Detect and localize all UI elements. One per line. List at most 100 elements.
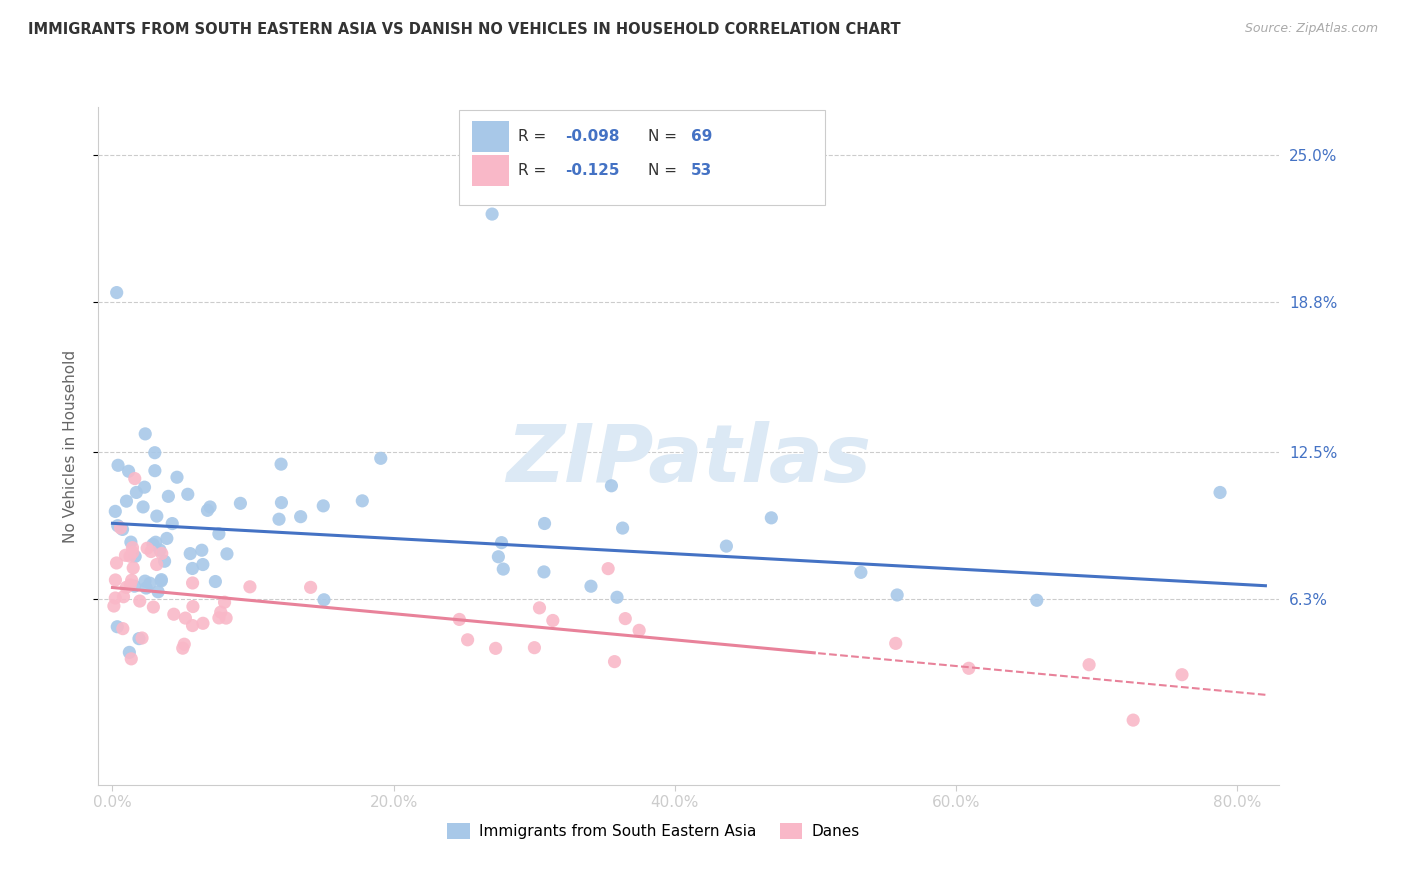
FancyBboxPatch shape <box>471 155 509 186</box>
Point <box>598 561 620 575</box>
Legend: Immigrants from South Eastern Asia, Danes: Immigrants from South Eastern Asia, Dane… <box>441 817 866 845</box>
Point <box>136 541 159 556</box>
Point <box>533 516 555 531</box>
Point <box>181 618 204 632</box>
Point <box>166 470 188 484</box>
Point <box>523 640 546 655</box>
Text: -0.125: -0.125 <box>565 162 620 178</box>
Text: N =: N = <box>648 129 682 145</box>
Point <box>174 611 197 625</box>
Text: IMMIGRANTS FROM SOUTH EASTERN ASIA VS DANISH NO VEHICLES IN HOUSEHOLD CORRELATIO: IMMIGRANTS FROM SOUTH EASTERN ASIA VS DA… <box>28 22 901 37</box>
Point <box>150 546 173 560</box>
Point <box>270 457 292 471</box>
Text: Source: ZipAtlas.com: Source: ZipAtlas.com <box>1244 22 1378 36</box>
Point <box>229 496 252 510</box>
Point <box>215 611 238 625</box>
Point <box>312 592 335 607</box>
Point <box>1078 657 1101 672</box>
Point <box>135 581 157 595</box>
Point <box>449 612 471 626</box>
Point <box>191 616 214 631</box>
Point <box>104 573 127 587</box>
Point <box>181 576 204 591</box>
Point <box>107 458 129 473</box>
Point <box>177 487 200 501</box>
Point <box>761 511 783 525</box>
Point <box>115 494 138 508</box>
Point <box>1025 593 1047 607</box>
Point <box>114 549 136 563</box>
Point <box>370 451 392 466</box>
Text: R =: R = <box>517 129 551 145</box>
Point <box>163 607 186 622</box>
Point <box>162 516 184 531</box>
Point <box>533 565 555 579</box>
Point <box>1122 713 1144 727</box>
Point <box>541 614 564 628</box>
Point <box>1209 485 1232 500</box>
Point <box>112 590 135 604</box>
Point <box>117 464 139 478</box>
Point <box>122 561 145 575</box>
Point <box>600 479 623 493</box>
Point <box>132 500 155 514</box>
Point <box>150 573 173 587</box>
Point <box>120 652 142 666</box>
Point <box>191 543 214 558</box>
Point <box>209 605 232 619</box>
Point <box>716 539 738 553</box>
Point <box>181 599 204 614</box>
Y-axis label: No Vehicles in Household: No Vehicles in Household <box>63 350 77 542</box>
Point <box>957 661 980 675</box>
Point <box>107 518 129 533</box>
Point <box>143 464 166 478</box>
Point <box>103 599 125 613</box>
Point <box>134 480 156 494</box>
Point <box>529 600 551 615</box>
Point <box>111 622 134 636</box>
Point <box>204 574 226 589</box>
Point <box>173 637 195 651</box>
Text: 53: 53 <box>692 162 713 178</box>
Point <box>115 580 138 594</box>
Point <box>124 549 146 564</box>
FancyBboxPatch shape <box>471 121 509 153</box>
Point <box>606 591 628 605</box>
Point <box>179 547 201 561</box>
Point <box>146 584 169 599</box>
Point <box>131 631 153 645</box>
Point <box>150 574 173 588</box>
Point <box>124 579 146 593</box>
Point <box>208 611 231 625</box>
Point <box>481 207 503 221</box>
Point <box>120 578 142 592</box>
Point <box>121 541 143 555</box>
Point <box>181 561 204 575</box>
Text: -0.098: -0.098 <box>565 129 620 145</box>
Point <box>457 632 479 647</box>
Point <box>215 547 238 561</box>
Point <box>134 574 156 588</box>
Point <box>111 523 134 537</box>
Point <box>128 594 150 608</box>
Point <box>121 573 143 587</box>
Point <box>146 509 169 524</box>
Point <box>352 493 374 508</box>
Text: 69: 69 <box>692 129 713 145</box>
Point <box>612 521 634 535</box>
Point <box>134 426 156 441</box>
Point <box>239 580 262 594</box>
Point <box>603 655 626 669</box>
Point <box>124 472 146 486</box>
Point <box>104 504 127 518</box>
Point <box>143 446 166 460</box>
Point <box>118 549 141 564</box>
Point <box>142 600 165 615</box>
Point <box>486 549 509 564</box>
Point <box>198 500 221 514</box>
Point <box>214 595 236 609</box>
Point <box>105 556 128 570</box>
Point <box>849 566 872 580</box>
Point <box>104 591 127 605</box>
Point <box>267 512 290 526</box>
